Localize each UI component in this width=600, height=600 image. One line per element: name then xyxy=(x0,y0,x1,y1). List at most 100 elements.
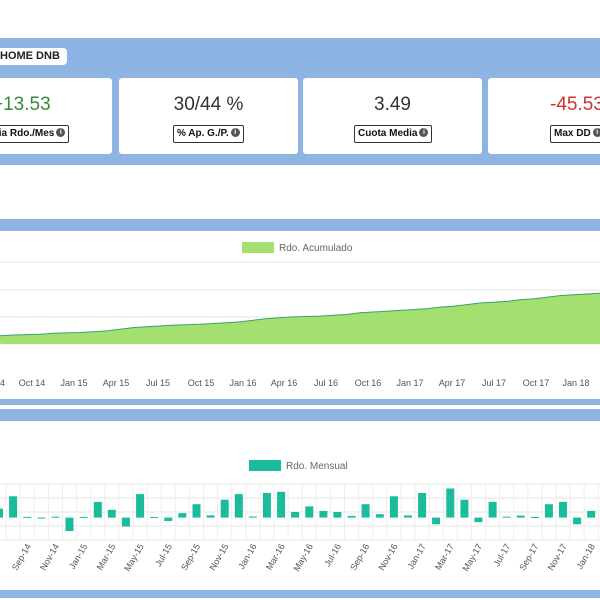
grid xyxy=(0,483,600,541)
bar[interactable] xyxy=(277,491,286,518)
cumulative-result-chart: Rdo. Acumulado 4 Oct 14 Jan 15 Apr 15 Jul 15… xyxy=(0,242,600,388)
bar[interactable] xyxy=(65,517,74,531)
x-axis-labels: Sep-14 Nov-14 Jan-15 Mar-15 May-15 Jul-15 Sep-… xyxy=(10,542,597,573)
x-tick-label: Jan-17 xyxy=(405,542,427,571)
bar-band-bottom xyxy=(0,590,600,598)
bar[interactable] xyxy=(474,517,483,523)
bar[interactable] xyxy=(192,504,201,518)
bar[interactable] xyxy=(107,509,116,518)
bar[interactable] xyxy=(573,517,582,525)
bar[interactable] xyxy=(319,510,328,518)
bar[interactable] xyxy=(502,516,511,518)
bar[interactable] xyxy=(333,512,342,518)
x-tick-label: Jan 16 xyxy=(229,378,256,388)
bar[interactable] xyxy=(9,496,18,518)
stat-label-avg-odds[interactable]: Cuota Media i xyxy=(354,125,433,143)
stat-label-hit-rate[interactable]: % Ap. G./P. i xyxy=(173,125,244,143)
monthly-result-chart: Rdo. Mensual Sep-14 Nov-14 Jan-15 Mar-15 May… xyxy=(0,460,600,573)
stat-label-avg-monthly[interactable]: lia Rdo./Mes i xyxy=(0,125,70,143)
x-tick-label: May-15 xyxy=(122,542,146,573)
bar[interactable] xyxy=(375,514,384,518)
bar[interactable] xyxy=(136,494,145,518)
bar[interactable] xyxy=(530,517,539,518)
info-icon[interactable]: i xyxy=(56,127,66,137)
bar[interactable] xyxy=(347,515,356,518)
x-tick-label: Jan 15 xyxy=(60,378,87,388)
bar-band-top xyxy=(0,409,600,421)
legend-swatch xyxy=(242,242,274,253)
x-tick-label: Sep-17 xyxy=(517,542,540,572)
x-tick-label: Jul 17 xyxy=(482,378,506,388)
stat-card-hit-rate: 30/44 % % Ap. G./P. i xyxy=(119,78,298,154)
x-tick-label: May-16 xyxy=(291,542,315,573)
bar[interactable] xyxy=(403,515,412,518)
legend-label: Rdo. Acumulado xyxy=(279,243,353,254)
bar[interactable] xyxy=(51,516,60,518)
bar[interactable] xyxy=(460,499,469,518)
x-tick-label: Nov-14 xyxy=(38,542,61,572)
bar[interactable] xyxy=(418,493,427,518)
legend-label: Rdo. Mensual xyxy=(286,461,348,472)
bar[interactable] xyxy=(150,517,159,518)
info-icon[interactable]: i xyxy=(419,127,429,137)
bar[interactable] xyxy=(234,494,243,518)
bar[interactable] xyxy=(0,508,3,518)
stat-label-max-dd[interactable]: Max DD i xyxy=(550,125,600,143)
bar[interactable] xyxy=(262,493,271,518)
bar[interactable] xyxy=(587,510,596,518)
bar[interactable] xyxy=(432,517,441,525)
stat-value: -45.53 xyxy=(550,94,600,115)
legend-swatch xyxy=(249,460,281,471)
bar[interactable] xyxy=(446,488,455,518)
x-tick-label: Nov-15 xyxy=(207,542,230,572)
stat-card-avg-odds: 3.49 Cuota Media i xyxy=(303,78,482,154)
x-tick-label: Jan-18 xyxy=(575,542,597,571)
stat-value: +13.53 xyxy=(0,94,51,115)
bar[interactable] xyxy=(291,512,300,518)
bar[interactable] xyxy=(389,496,398,518)
x-tick-label: Mar-17 xyxy=(433,542,456,572)
bar[interactable] xyxy=(37,517,46,519)
chart-band-bottom xyxy=(0,399,600,405)
bar[interactable] xyxy=(305,506,314,518)
x-tick-label: Nov-16 xyxy=(376,542,399,572)
bar[interactable] xyxy=(220,499,229,518)
x-tick-label: Jan 18 xyxy=(562,378,589,388)
x-tick-label: Oct 15 xyxy=(188,378,215,388)
x-tick-label: Apr 16 xyxy=(271,378,298,388)
system-title[interactable]: HOME DNB xyxy=(0,48,67,65)
x-tick-label: Oct 16 xyxy=(355,378,382,388)
x-axis-ticks: 4 Oct 14 Jan 15 Apr 15 Jul 15 Oct 15 Jan 16 Apr… xyxy=(0,378,590,388)
x-tick-label: Jul-17 xyxy=(491,542,512,568)
x-tick-label: Mar-16 xyxy=(264,542,287,572)
info-icon[interactable]: i xyxy=(592,127,600,137)
stat-card-max-dd: -45.53 Max DD i xyxy=(488,78,600,154)
x-tick-label: Sep-16 xyxy=(348,542,371,572)
bar[interactable] xyxy=(488,501,497,518)
bar[interactable] xyxy=(544,504,553,518)
bar[interactable] xyxy=(516,515,525,518)
bar[interactable] xyxy=(559,501,567,518)
bar[interactable] xyxy=(178,513,187,518)
x-tick-label: Oct 14 xyxy=(19,378,46,388)
x-tick-label: Apr 17 xyxy=(439,378,466,388)
bar[interactable] xyxy=(121,517,130,527)
x-tick-label: Sep-15 xyxy=(179,542,202,572)
cumulative-line xyxy=(0,292,600,337)
x-tick-label: Jan 17 xyxy=(396,378,423,388)
x-tick-label: Jul-15 xyxy=(153,542,174,568)
bar[interactable] xyxy=(206,515,215,518)
info-icon[interactable]: i xyxy=(230,127,240,137)
bar[interactable] xyxy=(164,517,173,521)
x-tick-label: Jul-16 xyxy=(322,542,343,568)
bars xyxy=(0,488,596,531)
x-tick-label: Nov-17 xyxy=(546,542,569,572)
x-tick-label: Mar-15 xyxy=(95,542,118,572)
bar[interactable] xyxy=(23,516,32,518)
bar[interactable] xyxy=(361,504,370,518)
bar[interactable] xyxy=(248,516,257,518)
bar[interactable] xyxy=(93,501,102,518)
chart-band-top xyxy=(0,219,600,231)
bar[interactable] xyxy=(79,516,88,518)
